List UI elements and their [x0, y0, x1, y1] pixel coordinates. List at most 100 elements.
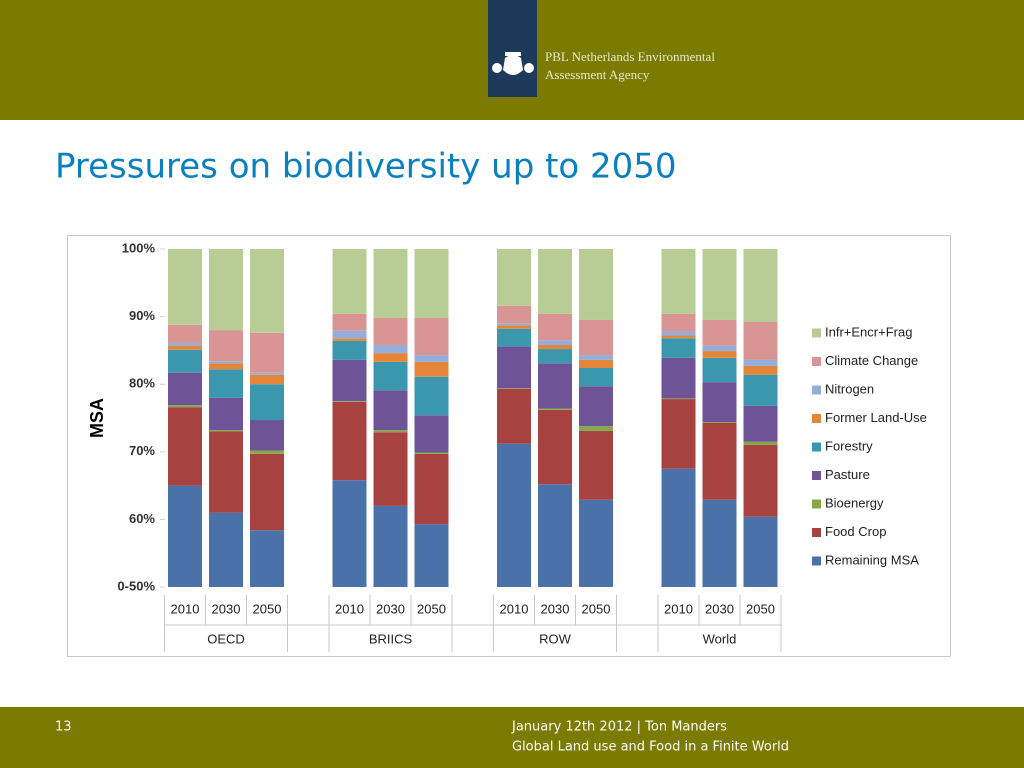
bar-segment	[373, 390, 408, 431]
y-axis-label: MSA	[87, 398, 107, 438]
bar-segment	[702, 357, 737, 383]
y-tick-label: 60%	[129, 511, 155, 526]
x-tick-label: 2050	[746, 601, 775, 616]
legend-label: Bioenergy	[825, 495, 884, 510]
legend-label: Nitrogen	[825, 381, 874, 396]
bar-segment	[579, 430, 613, 500]
bar-segment	[579, 249, 613, 320]
bar-segment	[168, 349, 202, 373]
bar-segment	[209, 430, 243, 432]
x-tick-label: 2010	[664, 601, 693, 616]
bar-segment	[332, 338, 367, 341]
agency-name: PBL Netherlands Environmental	[545, 49, 715, 64]
bar-segment	[538, 340, 572, 345]
x-tick-label: 2010	[171, 601, 200, 616]
bar-segment	[497, 323, 531, 326]
bar-segment	[661, 338, 696, 358]
x-tick-label: 2010	[500, 601, 529, 616]
bar-segment	[414, 249, 449, 318]
legend-swatch	[812, 328, 821, 338]
x-tick-label: 2050	[582, 601, 611, 616]
bar-segment	[168, 249, 202, 325]
agency-name: Assessment Agency	[545, 67, 650, 82]
bar-segment	[250, 450, 284, 454]
bar-segment	[414, 524, 449, 587]
legend-label: Infr+Encr+Frag	[825, 324, 912, 339]
bar-segment	[661, 399, 696, 469]
legend-label: Former Land-Use	[825, 410, 927, 425]
bar-segment	[661, 331, 696, 336]
legend-swatch	[812, 528, 821, 537]
bar-segment	[538, 344, 572, 350]
bar-segment	[209, 361, 243, 364]
footer-text: Global Land use and Food in a Finite Wor…	[512, 740, 789, 755]
bar-segment	[373, 505, 408, 587]
bar-segment	[743, 322, 778, 360]
bar-segment	[250, 530, 284, 587]
x-tick-label: 2030	[541, 601, 570, 616]
bar-segment	[661, 313, 696, 332]
bar-segment	[743, 365, 778, 375]
bar-segment	[209, 512, 243, 587]
bar-segment	[373, 344, 408, 354]
bar-segment	[332, 401, 367, 402]
bar-segment	[579, 319, 613, 356]
legend-swatch	[812, 442, 821, 452]
legend-label: Pasture	[825, 467, 870, 482]
bar-segment	[702, 422, 737, 423]
bar-segment	[414, 317, 449, 356]
bar-segment	[250, 249, 284, 333]
legend-label: Remaining MSA	[825, 552, 919, 567]
bar-segment	[743, 374, 778, 406]
bar-segment	[702, 345, 737, 352]
page-number: 13	[55, 720, 72, 735]
footer-text: January 12th 2012 | Ton Manders	[511, 720, 727, 735]
y-tick-label: 70%	[129, 443, 155, 458]
bar-segment	[414, 361, 449, 377]
bar-segment	[414, 355, 449, 362]
bar-segment	[414, 452, 449, 454]
bar-segment	[414, 376, 449, 416]
legend-swatch	[812, 556, 821, 566]
bar-segment	[373, 353, 408, 362]
bar-segment	[209, 397, 243, 431]
bar-segment	[168, 407, 202, 486]
bar-segment	[168, 342, 202, 346]
legend-label: Forestry	[825, 438, 873, 453]
legend-swatch	[812, 414, 821, 423]
y-tick-label: 80%	[129, 376, 155, 391]
bar-segment	[702, 382, 737, 423]
bar-segment	[373, 432, 408, 506]
bar-segment	[661, 249, 696, 314]
bar-segment	[579, 426, 613, 431]
bar-segment	[702, 351, 737, 358]
x-tick-label: 2030	[705, 601, 734, 616]
bar-segment	[250, 372, 284, 375]
legend-swatch	[812, 385, 821, 395]
x-tick-label: 2030	[376, 601, 405, 616]
bar-segment	[579, 499, 613, 587]
bar-segment	[579, 359, 613, 368]
bar-segment	[538, 363, 572, 409]
group-label: World	[703, 631, 737, 646]
bar-segment	[209, 330, 243, 362]
bar-segment	[579, 367, 613, 387]
bar-segment	[332, 401, 367, 481]
bar-segment	[661, 468, 696, 587]
bar-segment	[702, 319, 737, 346]
bar-segment	[743, 249, 778, 323]
bar-segment	[250, 384, 284, 421]
bar-segment	[209, 363, 243, 370]
logo-crest	[492, 52, 534, 75]
bar-segment	[497, 305, 531, 324]
legend-swatch	[812, 357, 821, 366]
bar-segment	[414, 453, 449, 525]
bar-segment	[332, 313, 367, 331]
logo-box	[488, 0, 537, 97]
footer-band	[0, 707, 1024, 768]
bar-segment	[743, 405, 778, 442]
group-label: BRIICS	[369, 631, 413, 646]
bar-segment	[497, 328, 531, 347]
bar-segment	[168, 324, 202, 343]
